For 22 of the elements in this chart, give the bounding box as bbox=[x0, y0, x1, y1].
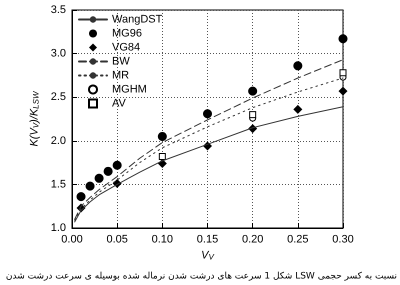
legend-label: MR bbox=[112, 70, 130, 82]
text: شکل 1 سرعت های درشت شدن نرماله شده بوسیله ی سرعت درشت شدن LSW نسبت به کسر حجمی bbox=[6, 272, 398, 282]
y-tick-label: 3.0 bbox=[50, 48, 66, 60]
y-tick-label: 2.5 bbox=[50, 91, 66, 104]
y-tick-label: 1.5 bbox=[50, 178, 66, 190]
x-tick-label: 0.05 bbox=[106, 234, 128, 246]
legend-label: VG84 bbox=[112, 42, 140, 54]
y-tick-label: 3.5 bbox=[50, 4, 66, 16]
legend-label: WangDST bbox=[112, 14, 163, 26]
x-tick-label: 0.00 bbox=[61, 234, 83, 246]
x-tick-label: 0.20 bbox=[242, 234, 264, 246]
x-tick-label: 0.10 bbox=[152, 234, 174, 246]
legend-label: MGHM bbox=[112, 84, 147, 96]
legend-label: BW bbox=[112, 56, 130, 68]
legend-label: MG96 bbox=[112, 28, 142, 40]
x-axis-title: VV bbox=[201, 249, 214, 262]
x-tick-label: 0.25 bbox=[287, 234, 309, 246]
y-tick-label: 2.0 bbox=[50, 134, 66, 147]
x-tick-label: 0.30 bbox=[332, 234, 354, 246]
legend-label: AV bbox=[112, 98, 127, 110]
x-tick-label: 0.15 bbox=[196, 234, 218, 246]
y-tick-label: 1.0 bbox=[50, 222, 66, 234]
